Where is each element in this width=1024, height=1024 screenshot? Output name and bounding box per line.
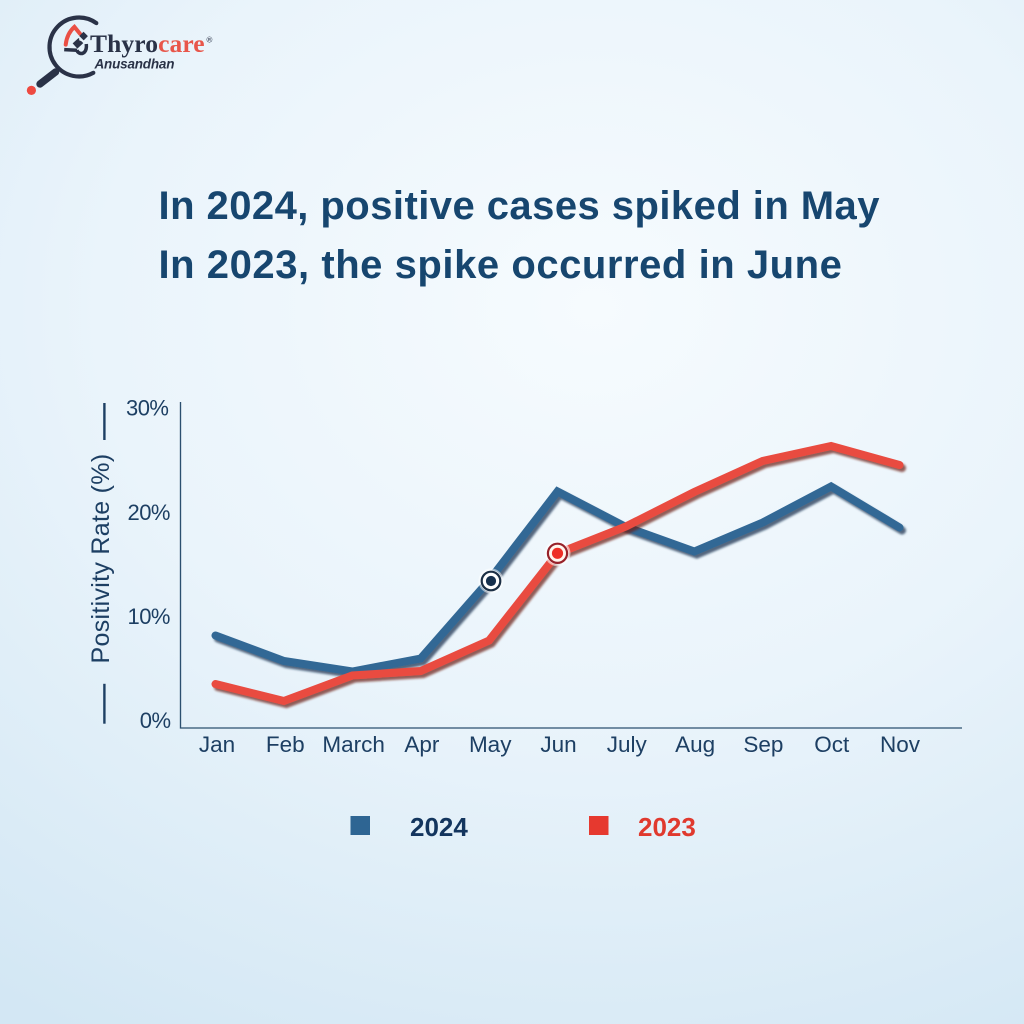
svg-text:In 2024, positive cases spiked: In 2024, positive cases spiked in May <box>159 184 881 228</box>
svg-text:20%: 20% <box>127 500 170 525</box>
svg-text:®: ® <box>207 36 213 45</box>
svg-text:2023: 2023 <box>638 812 696 842</box>
svg-text:Apr: Apr <box>404 732 440 757</box>
svg-text:Nov: Nov <box>880 732 921 757</box>
svg-text:Oct: Oct <box>814 732 850 757</box>
svg-text:Jun: Jun <box>540 732 576 757</box>
svg-text:May: May <box>469 732 512 757</box>
svg-text:Anusandhan: Anusandhan <box>94 57 175 72</box>
svg-text:March: March <box>322 732 385 757</box>
svg-text:10%: 10% <box>127 604 170 629</box>
svg-text:Thyrocare: Thyrocare <box>90 29 205 58</box>
svg-text:July: July <box>607 732 648 757</box>
svg-text:In 2023, the spike occurred in: In 2023, the spike occurred in June <box>159 243 843 287</box>
svg-text:Jan: Jan <box>199 732 235 757</box>
svg-text:30%: 30% <box>126 396 169 421</box>
svg-text:2024: 2024 <box>410 812 468 842</box>
svg-text:Aug: Aug <box>675 732 715 757</box>
svg-text:Positivity Rate (%): Positivity Rate (%) <box>87 454 115 664</box>
svg-text:0%: 0% <box>140 708 171 733</box>
svg-text:Sep: Sep <box>743 732 783 757</box>
svg-text:Feb: Feb <box>266 732 305 757</box>
